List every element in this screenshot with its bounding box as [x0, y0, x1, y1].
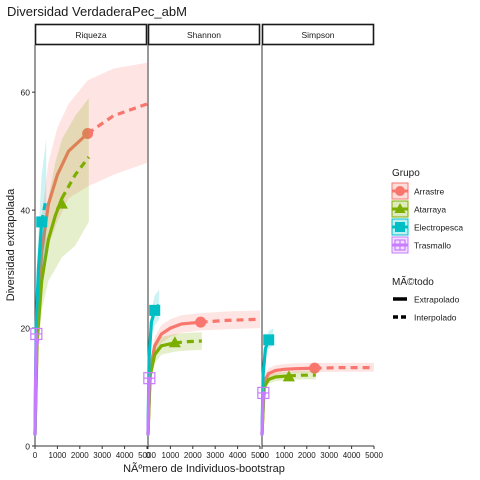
legend-item-label: Trasmallo — [414, 241, 451, 251]
observed-point — [258, 387, 269, 398]
legend-item-label: Atarraya — [414, 205, 446, 215]
y-axis-label: Diversidad extrapolada — [5, 188, 17, 301]
series-arrastre — [148, 310, 260, 434]
x-tick-label: 4000 — [116, 451, 134, 460]
observed-point — [144, 373, 155, 384]
y-tick-label: 20 — [21, 324, 31, 334]
series-atarraya — [148, 332, 202, 434]
series-trasmallo — [144, 369, 155, 434]
legend-key-marker — [395, 186, 405, 196]
facet-strip-label: Shannon — [187, 30, 221, 40]
facet-panels: Riqueza 0 1000 2000 3000 4000 5000 Shannon 0 1000… — [31, 25, 384, 461]
x-tick-label: 2000 — [298, 451, 316, 460]
legend: Grupo Arrastre Atarraya Electropesca Trasmal… — [392, 168, 463, 323]
x-tick-label: 1000 — [162, 451, 180, 460]
series-atarraya — [262, 370, 316, 434]
legend-item-arrastre: Arrastre — [392, 183, 445, 199]
legend-item-electropesca: Electropesca — [392, 219, 463, 235]
observed-point — [36, 216, 47, 227]
x-tick-label: 2000 — [184, 451, 202, 460]
x-tick-label: 3000 — [93, 451, 111, 460]
legend-item-label: Electropesca — [414, 223, 463, 233]
legend-method-title: MÃ©todo — [392, 275, 434, 288]
confidence-band — [148, 332, 202, 434]
x-tick-label: 0 — [33, 451, 38, 460]
legend-item-label: Arrastre — [414, 187, 445, 197]
observed-point — [195, 317, 206, 328]
observed-point — [263, 334, 274, 345]
x-tick-label: 1000 — [276, 451, 294, 460]
panel-simpson: Simpson 0 1000 2000 3000 4000 5000 — [258, 25, 384, 461]
y-tick-label: 60 — [21, 88, 31, 98]
y-axis: 0 20 40 60 — [21, 88, 35, 452]
series-atarraya — [35, 98, 89, 434]
legend-item-atarraya: Atarraya — [392, 201, 446, 217]
x-tick-label: 0 — [146, 451, 151, 460]
confidence-band — [148, 310, 260, 434]
y-tick-label: 40 — [21, 206, 31, 216]
legend-key-marker — [395, 222, 405, 232]
y-tick-label: 0 — [25, 442, 30, 452]
x-tick-label: 2000 — [71, 451, 89, 460]
interpolated-line — [148, 378, 149, 434]
interpolated-line — [262, 376, 289, 434]
legend-item-trasmallo: Trasmallo — [392, 237, 451, 253]
x-tick-label: 3000 — [206, 451, 224, 460]
observed-point — [149, 305, 160, 316]
x-tick-label: 1000 — [49, 451, 67, 460]
observed-point — [31, 328, 42, 339]
legend-group-title: Grupo — [392, 168, 420, 179]
facet-strip-label: Riqueza — [75, 30, 106, 40]
legend-item-extrapolado: Extrapolado — [393, 295, 460, 305]
x-tick-label: 4000 — [229, 451, 247, 460]
interpolated-line — [262, 393, 263, 434]
x-tick-label: 5000 — [365, 451, 383, 460]
legend-item-label: Interpolado — [414, 313, 457, 323]
series-trasmallo — [258, 387, 269, 434]
x-tick-label: 4000 — [343, 451, 361, 460]
legend-item-label: Extrapolado — [414, 295, 460, 305]
legend-item-interpolado: Interpolado — [393, 313, 457, 323]
chart-title: Diversidad VerdaderaPec_abM — [7, 4, 187, 19]
facet-strip-label: Simpson — [301, 30, 334, 40]
x-tick-label: 3000 — [320, 451, 338, 460]
x-tick-label: 0 — [260, 451, 265, 460]
interpolated-line — [35, 334, 36, 434]
x-axis-label: NÃºmero de Individuos-bootstrap — [123, 462, 285, 475]
